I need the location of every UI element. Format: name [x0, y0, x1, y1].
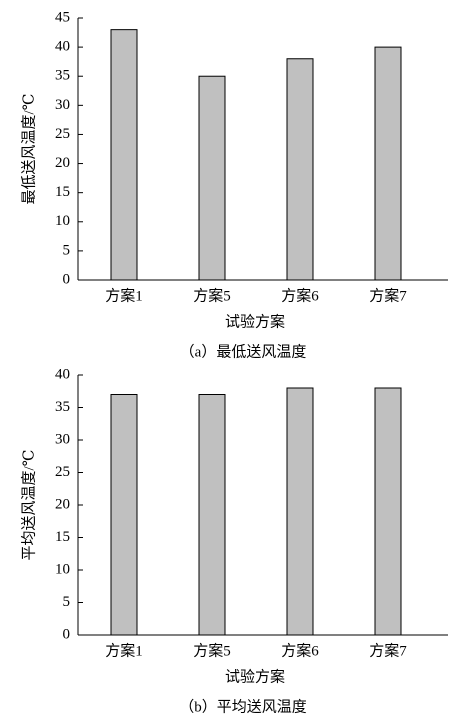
y-tick-label: 45 — [55, 9, 70, 25]
bar — [286, 58, 314, 281]
x-tick-label: 方案7 — [369, 286, 407, 304]
y-tick-label: 15 — [55, 184, 70, 200]
y-axis-label: 最低送风温度/℃ — [20, 94, 37, 205]
caption: （b）平均送风温度 — [179, 698, 307, 715]
y-tick-label: 5 — [63, 242, 71, 258]
y-tick-label: 35 — [55, 68, 70, 84]
y-tick-label: 10 — [55, 561, 70, 577]
bar — [110, 394, 138, 636]
x-axis-label: 试验方案 — [225, 312, 285, 330]
y-tick-label: 20 — [55, 496, 70, 512]
y-tick-label: 15 — [55, 529, 70, 545]
y-tick-label: 10 — [55, 213, 70, 229]
x-axis-label: 试验方案 — [225, 667, 285, 685]
x-tick-label: 方案1 — [105, 641, 143, 659]
x-tick-label: 方案6 — [281, 641, 319, 659]
y-tick-label: 25 — [55, 126, 70, 142]
y-tick-label: 0 — [63, 626, 71, 642]
x-tick-label: 方案5 — [193, 641, 231, 659]
bar — [198, 394, 226, 636]
bar — [286, 387, 314, 636]
y-tick-label: 35 — [55, 399, 70, 415]
x-tick-label: 方案6 — [281, 286, 319, 304]
y-tick-label: 0 — [63, 271, 71, 287]
y-tick-label: 30 — [55, 431, 70, 447]
y-tick-label: 40 — [55, 39, 70, 55]
y-tick-label: 40 — [55, 366, 70, 382]
y-tick-label: 20 — [55, 155, 70, 171]
bar — [198, 75, 226, 281]
bar — [110, 29, 138, 281]
x-tick-label: 方案7 — [369, 641, 407, 659]
caption: （a）最低送风温度 — [180, 343, 307, 360]
y-tick-label: 5 — [63, 594, 71, 610]
x-tick-label: 方案5 — [193, 286, 231, 304]
y-tick-label: 30 — [55, 97, 70, 113]
y-tick-label: 25 — [55, 464, 70, 480]
bar — [374, 46, 402, 281]
y-axis-label: 平均送风温度/℃ — [20, 450, 37, 561]
x-tick-label: 方案1 — [105, 286, 143, 304]
bar — [374, 387, 402, 636]
